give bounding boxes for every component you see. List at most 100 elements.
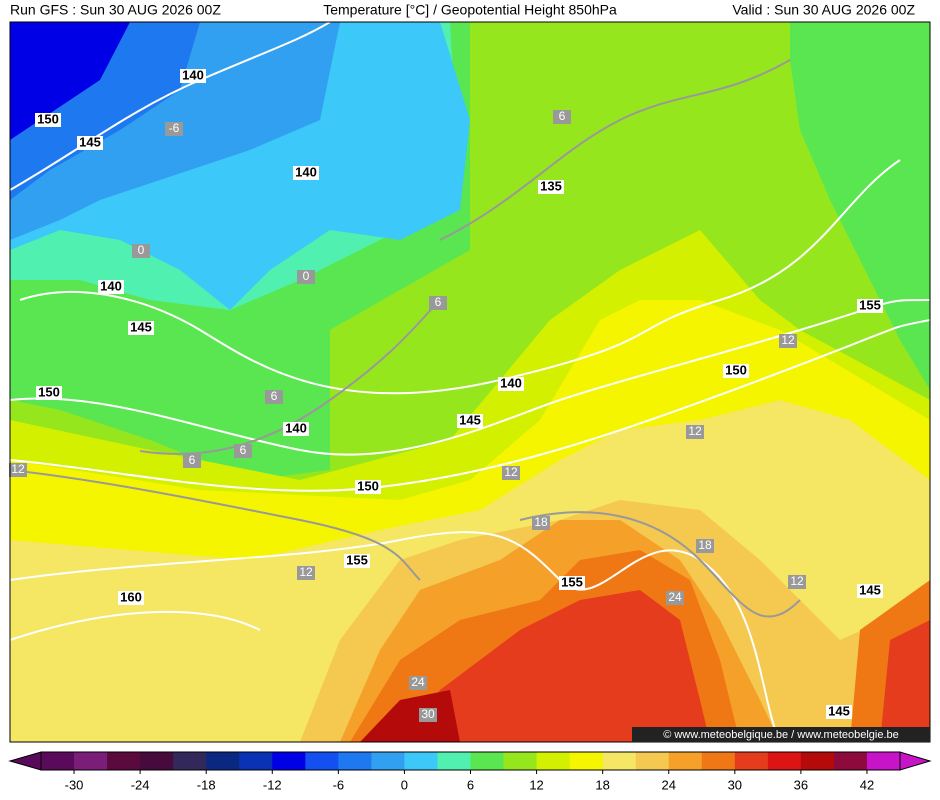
temperature-label-box — [553, 110, 571, 124]
temperature-label: 12 — [504, 465, 518, 479]
temperature-label: -6 — [169, 121, 180, 135]
colorbar-swatch — [107, 752, 141, 770]
temperature-label-box — [265, 390, 283, 404]
temperature-label-box — [165, 122, 183, 136]
height-label: 150 — [725, 362, 747, 377]
height-label: 145 — [859, 582, 881, 597]
temperature-label-box — [234, 444, 252, 458]
temperature-label: 12 — [790, 574, 804, 588]
height-label-box — [826, 705, 852, 719]
colorbar-swatch — [437, 752, 471, 770]
height-label-box — [498, 377, 524, 391]
temperature-label-box — [419, 708, 437, 722]
temperature-label: 12 — [781, 333, 795, 347]
valid-label: Valid : Sun 30 AUG 2026 00Z — [732, 2, 915, 18]
colorbar: -30 -24 -18 -12 -6 0 6 12 18 24 30 36 42 — [8, 751, 932, 792]
map-title: Temperature [°C] / Geopotential Height 8… — [323, 2, 617, 18]
colorbar-swatch — [404, 752, 438, 770]
colorbar-swatch — [536, 752, 571, 770]
height-label: 140 — [182, 67, 204, 82]
temperature-label: 0 — [303, 269, 310, 283]
height-label: 160 — [120, 589, 142, 604]
colorbar-swatch — [767, 752, 802, 770]
temperature-label-box — [502, 466, 520, 480]
temperature-label: 30 — [421, 707, 435, 721]
colorbar-tick-label: 18 — [595, 777, 609, 792]
colorbar-swatch — [239, 752, 273, 770]
colorbar-tick-label: 6 — [467, 777, 474, 792]
colorbar-swatch — [74, 752, 108, 770]
temperature-label-box — [788, 575, 806, 589]
temperature-label: 6 — [559, 109, 566, 123]
colorbar-swatch — [173, 752, 207, 770]
height-label: 145 — [130, 319, 152, 334]
temperature-label: 0 — [138, 243, 145, 257]
temperature-label: 24 — [411, 675, 425, 689]
colorbar-tick-label: -12 — [263, 777, 282, 792]
height-label-box — [857, 299, 883, 313]
temperature-area — [880, 620, 930, 742]
height-label: 150 — [38, 384, 60, 399]
temperature-label-box — [532, 516, 550, 530]
credit: © www.meteobelgique.be / www.meteobelgie… — [663, 729, 899, 741]
temperature-contour — [439, 59, 791, 241]
colorbar-swatch — [668, 752, 703, 770]
colorbar-tick-label: -24 — [131, 777, 150, 792]
temperature-area — [400, 590, 710, 742]
height-label-box — [98, 280, 124, 294]
height-label: 150 — [357, 478, 379, 493]
colorbar-swatch — [305, 752, 339, 770]
temperature-contour — [10, 469, 421, 581]
height-label-box — [180, 69, 206, 83]
colorbar-tick-label: 12 — [529, 777, 543, 792]
colorbar-swatch — [503, 752, 538, 770]
temperature-label: 6 — [435, 295, 442, 309]
temperature-area — [360, 690, 460, 742]
colorbar-swatch — [602, 752, 637, 770]
height-label-box — [36, 386, 62, 400]
height-label-box — [355, 480, 381, 494]
temperature-label-box — [779, 334, 797, 348]
temperature-label-box — [132, 244, 150, 258]
height-contour — [10, 299, 930, 456]
colorbar-swatch — [338, 752, 372, 770]
contour-labels: 140 150 145 140 135 140 145 155 150 140 150 145 140 1… — [9, 67, 883, 722]
colorbar-swatch — [41, 752, 75, 770]
height-label: 145 — [828, 703, 850, 718]
map-frame — [9, 21, 931, 743]
height-contour — [10, 531, 781, 742]
temperature-field — [10, 22, 930, 742]
temperature-label-box — [297, 566, 315, 580]
colorbar-tick-label: -18 — [197, 777, 216, 792]
temperature-label: 12 — [299, 565, 313, 579]
colorbar-swatch — [701, 752, 736, 770]
height-label: 155 — [561, 574, 583, 589]
height-contour — [10, 22, 331, 191]
height-label-box — [283, 422, 309, 436]
colorbar-tick-label: 30 — [728, 777, 742, 792]
temperature-label: 6 — [189, 453, 196, 467]
height-label: 155 — [346, 552, 368, 567]
colorbar-swatch — [470, 752, 505, 770]
height-label: 140 — [285, 420, 307, 435]
height-label-box — [723, 364, 749, 378]
height-label: 135 — [540, 178, 562, 193]
colorbar-swatch — [833, 752, 868, 770]
height-label-box — [77, 136, 103, 150]
colorbar-swatch — [635, 752, 670, 770]
temperature-contour — [519, 511, 801, 618]
height-label: 140 — [500, 375, 522, 390]
height-label-box — [344, 554, 370, 568]
height-label: 155 — [859, 297, 881, 312]
height-label-box — [293, 166, 319, 180]
height-contour — [10, 319, 930, 492]
height-label: 145 — [79, 134, 101, 149]
colorbar-swatch — [371, 752, 405, 770]
temperature-label: 18 — [698, 538, 712, 552]
height-label-box — [118, 591, 144, 605]
temperature-label-box — [666, 591, 684, 605]
temperature-label-box — [696, 539, 714, 553]
temperature-label-box — [429, 296, 447, 310]
temperature-contour — [139, 299, 441, 455]
